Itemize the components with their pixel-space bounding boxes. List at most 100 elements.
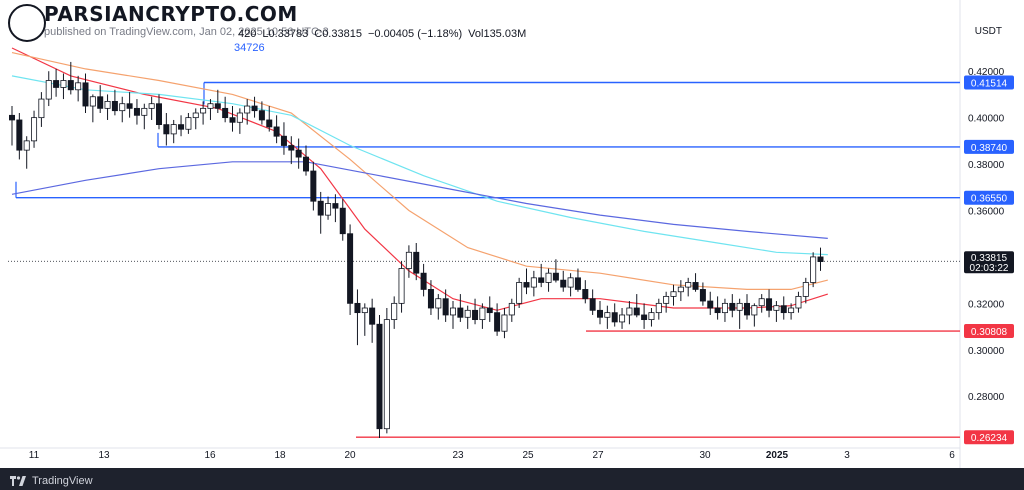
candle-body xyxy=(449,307,456,316)
candle-body xyxy=(427,289,434,309)
candle-body xyxy=(31,117,38,142)
candle-body xyxy=(405,251,412,269)
candle-body xyxy=(604,312,611,318)
x-tick-label: 3 xyxy=(844,450,850,461)
candle-body xyxy=(258,110,265,121)
candle-body xyxy=(692,282,699,290)
ohlc-high: 420 xyxy=(238,28,257,40)
y-tick-label: 0.36000 xyxy=(968,207,1005,218)
candle-body xyxy=(626,307,633,316)
candle-body xyxy=(567,277,574,288)
candle-body xyxy=(148,103,155,109)
y-tick-label: 0.32000 xyxy=(968,299,1005,310)
candle-body xyxy=(75,82,82,91)
candle-body xyxy=(229,117,236,123)
level-price-tag-label: 0.36550 xyxy=(971,194,1008,205)
candle-body xyxy=(788,307,795,314)
candle-body xyxy=(369,307,376,325)
x-tick-label: 20 xyxy=(344,450,356,461)
level-price-tag xyxy=(964,430,1014,445)
candle-body xyxy=(589,298,596,311)
candle-body xyxy=(508,302,515,316)
candle-body xyxy=(133,107,140,116)
candle-body xyxy=(530,277,537,288)
candle-body xyxy=(464,309,471,318)
candle-body xyxy=(376,323,383,430)
tradingview-brand[interactable]: TradingView xyxy=(10,475,93,487)
candle-body xyxy=(295,149,302,158)
watermark-logo-icon xyxy=(8,4,46,42)
candle-body xyxy=(273,126,280,137)
level-price-tag-label: 0.38740 xyxy=(971,143,1008,154)
grid-layer xyxy=(0,0,961,468)
candle-body xyxy=(479,307,486,321)
candle-body xyxy=(207,103,214,109)
moving-average-layer xyxy=(11,47,828,311)
currency-label[interactable]: USDT xyxy=(974,26,1002,37)
candle-body xyxy=(200,107,207,114)
candle-body xyxy=(574,277,581,290)
candle-body xyxy=(457,307,464,318)
legend-header: published on TradingView.com, Jan 02, 20… xyxy=(4,22,335,42)
candle-body xyxy=(486,307,493,314)
candle-body xyxy=(413,251,420,274)
candle-body xyxy=(8,114,15,121)
moving-average-line xyxy=(11,75,828,256)
candle-body xyxy=(325,203,332,216)
ohlc-low: L0.33783 xyxy=(262,28,309,40)
candle-body xyxy=(391,302,398,321)
candle-body xyxy=(560,279,567,288)
candle-body xyxy=(251,105,258,112)
candle-body xyxy=(619,314,626,323)
candle-body xyxy=(817,256,824,262)
candle-body xyxy=(699,289,706,302)
candle-body xyxy=(82,82,89,107)
candle-body xyxy=(773,305,780,311)
candle-body xyxy=(170,124,177,135)
tradingview-logo-icon xyxy=(10,476,26,486)
last-price-tag xyxy=(964,251,1014,274)
candle-body xyxy=(729,302,736,311)
level-price-tag xyxy=(964,75,1014,90)
x-tick-label: 16 xyxy=(204,450,216,461)
candle-body xyxy=(288,145,295,151)
candle-body xyxy=(802,282,809,297)
candle-body xyxy=(89,96,96,107)
candle-body xyxy=(141,107,148,116)
candle-body xyxy=(310,170,317,202)
candle-body xyxy=(16,119,23,151)
y-tick-label: 0.42000 xyxy=(968,67,1005,78)
candle-body xyxy=(266,119,273,128)
y-tick-label: 0.30000 xyxy=(968,346,1005,357)
level-price-tag xyxy=(964,139,1014,154)
header-partial-text: published on TradingView.com, Jan 02, 20… xyxy=(44,26,329,38)
candle-body xyxy=(317,200,324,216)
candle-body xyxy=(523,282,530,288)
candle-body xyxy=(744,302,751,316)
candle-body xyxy=(339,207,346,235)
candle-body xyxy=(67,80,74,91)
ohlc-readout: 420 L0.33783 C0.33815 −0.00405 (−1.18%) … xyxy=(238,24,532,44)
candle-body xyxy=(611,312,618,323)
x-tick-label: 25 xyxy=(522,450,534,461)
candle-body xyxy=(677,286,684,293)
candle-body xyxy=(472,309,479,321)
candle-body xyxy=(222,107,229,119)
moving-average-line xyxy=(11,52,828,290)
candle-body xyxy=(435,298,442,309)
level-price-tag xyxy=(964,324,1014,339)
candle-body xyxy=(361,307,368,314)
last-price-label: 0.33815 xyxy=(971,253,1008,264)
candle-body xyxy=(178,124,185,130)
x-tick-label: 11 xyxy=(29,450,40,461)
candle-body xyxy=(538,277,545,283)
candle-body xyxy=(758,298,765,307)
candle-body xyxy=(185,117,192,130)
candle-body xyxy=(810,256,817,283)
candle-body xyxy=(332,203,339,209)
candle-body xyxy=(214,103,221,109)
level-price-tag-label: 0.26234 xyxy=(971,433,1008,444)
candle-body xyxy=(670,291,677,297)
